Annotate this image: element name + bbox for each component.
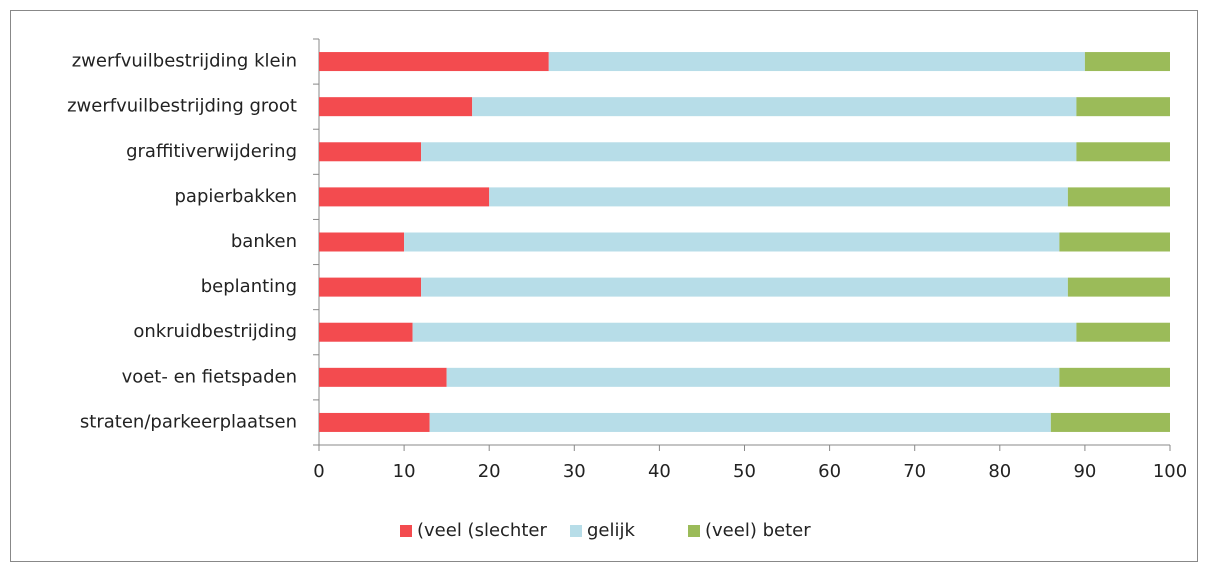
bar-segment: [421, 277, 1068, 297]
y-tick-label: straten/parkeerplaatsen: [80, 411, 297, 432]
legend-label: (veel (slechter: [417, 520, 547, 541]
y-tick-label: zwerfvuilbestrijding klein: [72, 51, 297, 72]
bar-segment: [1067, 277, 1170, 297]
y-tick-label: banken: [231, 231, 297, 252]
bar-segment: [319, 412, 430, 432]
y-tick-label: onkruidbestrijding: [133, 321, 297, 342]
x-tick-label: 50: [733, 461, 756, 482]
bar-segment: [319, 277, 422, 297]
x-tick-label: 90: [1073, 461, 1096, 482]
bar-segment: [472, 97, 1077, 117]
bar-segment: [319, 367, 447, 387]
bar-segment: [412, 322, 1077, 342]
x-tick-label: 60: [818, 461, 841, 482]
legend-swatch: [400, 525, 412, 537]
x-tick-label: 10: [393, 461, 416, 482]
bar-segment: [1076, 322, 1170, 342]
bar-segment: [319, 52, 549, 72]
x-tick-label: 30: [563, 461, 586, 482]
bar-segment: [1059, 367, 1170, 387]
legend-label: (veel) beter: [705, 520, 811, 541]
y-tick-label: voet- en fietspaden: [122, 366, 297, 387]
bar-segment: [319, 187, 490, 207]
bar-segment: [404, 232, 1060, 252]
bar-segment: [446, 367, 1060, 387]
bar-segment: [1067, 187, 1170, 207]
bar-segment: [489, 187, 1068, 207]
bar-segment: [429, 412, 1051, 432]
y-tick-label: zwerfvuilbestrijding groot: [67, 96, 297, 117]
y-tick-label: graffitiverwijdering: [126, 141, 297, 162]
bar-segment: [1050, 412, 1170, 432]
x-tick-label: 100: [1153, 461, 1187, 482]
bar-segment: [548, 52, 1085, 72]
bar-segment: [319, 97, 473, 117]
x-tick-label: 40: [648, 461, 671, 482]
bar-segment: [319, 322, 413, 342]
bar-segment: [1076, 142, 1170, 162]
legend-swatch: [570, 525, 582, 537]
x-tick-label: 0: [313, 461, 324, 482]
bar-segment: [421, 142, 1077, 162]
x-tick-label: 20: [478, 461, 501, 482]
y-tick-label: papierbakken: [174, 186, 297, 207]
y-tick-label: beplanting: [201, 276, 297, 297]
bar-segment: [319, 142, 422, 162]
bar-segment: [1076, 97, 1170, 117]
legend-swatch: [688, 525, 700, 537]
bar-segment: [1084, 52, 1170, 72]
legend-label: gelijk: [587, 520, 636, 541]
bar-segment: [319, 232, 405, 252]
x-tick-label: 80: [988, 461, 1011, 482]
x-tick-label: 70: [903, 461, 926, 482]
bar-segment: [1059, 232, 1170, 252]
